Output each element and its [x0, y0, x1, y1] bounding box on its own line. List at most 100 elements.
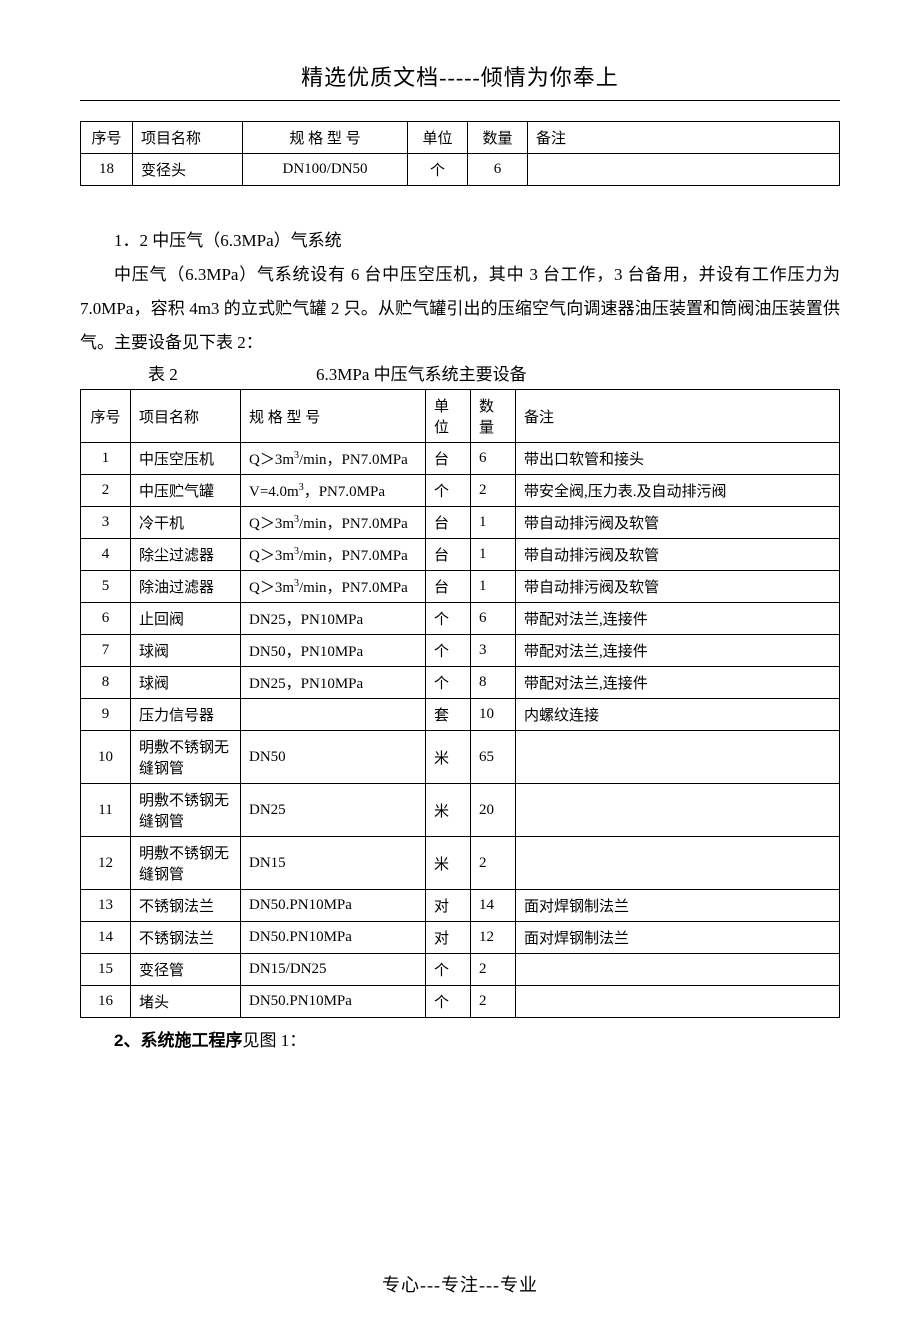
cell-seq: 13: [81, 890, 131, 922]
cell-note: [528, 154, 840, 186]
cell-unit: 个: [426, 603, 471, 635]
cell-name: 球阀: [131, 667, 241, 699]
cell-qty: 2: [471, 954, 516, 986]
cell-spec: DN25，PN10MPa: [241, 603, 426, 635]
table-header-note: 备注: [516, 390, 840, 443]
cell-qty: 1: [471, 571, 516, 603]
table-row: 16堵头DN50.PN10MPa个2: [81, 986, 840, 1018]
cell-name: 不锈钢法兰: [131, 890, 241, 922]
cell-note: 带自动排污阀及软管: [516, 507, 840, 539]
cell-unit: 对: [426, 922, 471, 954]
cell-unit: 个: [426, 475, 471, 507]
cell-unit: 对: [426, 890, 471, 922]
table-2: 序号 项目名称 规 格 型 号 单位 数量 备注 1中压空压机Q＞3m3/min…: [80, 389, 840, 1018]
cell-spec: Q＞3m3/min，PN7.0MPa: [241, 507, 426, 539]
cell-unit: 米: [426, 731, 471, 784]
page-header-title: 精选优质文档-----倾情为你奉上: [80, 60, 840, 92]
cell-name: 不锈钢法兰: [131, 922, 241, 954]
cell-spec: Q＞3m3/min，PN7.0MPa: [241, 443, 426, 475]
cell-qty: 6: [471, 603, 516, 635]
cell-qty: 6: [471, 443, 516, 475]
cell-unit: 米: [426, 837, 471, 890]
cell-name: 中压空压机: [131, 443, 241, 475]
cell-note: [516, 954, 840, 986]
cell-name: 球阀: [131, 635, 241, 667]
table-2-label: 表 2: [114, 360, 178, 385]
table-header-qty: 数量: [471, 390, 516, 443]
cell-name: 明敷不锈钢无缝钢管: [131, 731, 241, 784]
cell-qty: 14: [471, 890, 516, 922]
cell-seq: 16: [81, 986, 131, 1018]
table-row: 6止回阀DN25，PN10MPa个6带配对法兰,连接件: [81, 603, 840, 635]
cell-note: [516, 731, 840, 784]
table-header-note: 备注: [528, 122, 840, 154]
cell-spec: DN50.PN10MPa: [241, 986, 426, 1018]
cell-seq: 5: [81, 571, 131, 603]
table-row: 8球阀DN25，PN10MPa个8带配对法兰,连接件: [81, 667, 840, 699]
cell-seq: 15: [81, 954, 131, 986]
cell-spec: DN50.PN10MPa: [241, 922, 426, 954]
cell-unit: 台: [426, 507, 471, 539]
cell-seq: 12: [81, 837, 131, 890]
table-header-name: 项目名称: [133, 122, 243, 154]
cell-qty: 3: [471, 635, 516, 667]
table-row: 7球阀DN50，PN10MPa个3带配对法兰,连接件: [81, 635, 840, 667]
cell-note: 带出口软管和接头: [516, 443, 840, 475]
table-row: 2中压贮气罐V=4.0m3，PN7.0MPa个2带安全阀,压力表.及自动排污阀: [81, 475, 840, 507]
cell-note: 面对焊钢制法兰: [516, 890, 840, 922]
cell-seq: 8: [81, 667, 131, 699]
table-header-seq: 序号: [81, 122, 133, 154]
cell-seq: 2: [81, 475, 131, 507]
document-page: 精选优质文档-----倾情为你奉上 序号 项目名称 规 格 型 号 单位 数量 …: [0, 0, 920, 1337]
cell-spec: DN50: [241, 731, 426, 784]
cell-seq: 9: [81, 699, 131, 731]
table-row: 1中压空压机Q＞3m3/min，PN7.0MPa台6带出口软管和接头: [81, 443, 840, 475]
cell-qty: 2: [471, 986, 516, 1018]
table-row: 序号 项目名称 规 格 型 号 单位 数量 备注: [81, 122, 840, 154]
cell-name: 变径头: [133, 154, 243, 186]
cell-note: [516, 837, 840, 890]
table-header-name: 项目名称: [131, 390, 241, 443]
table-row: 11明敷不锈钢无缝钢管DN25米20: [81, 784, 840, 837]
table-row: 13不锈钢法兰DN50.PN10MPa对14面对焊钢制法兰: [81, 890, 840, 922]
cell-note: 带自动排污阀及软管: [516, 539, 840, 571]
cell-name: 除尘过滤器: [131, 539, 241, 571]
section-2-rest: 见图 1：: [242, 1031, 306, 1050]
cell-spec: DN25: [241, 784, 426, 837]
table-row: 14不锈钢法兰DN50.PN10MPa对12面对焊钢制法兰: [81, 922, 840, 954]
cell-spec: V=4.0m3，PN7.0MPa: [241, 475, 426, 507]
cell-name: 中压贮气罐: [131, 475, 241, 507]
table-header-unit: 单位: [408, 122, 468, 154]
table-header-qty: 数量: [468, 122, 528, 154]
cell-seq: 1: [81, 443, 131, 475]
cell-note: 带安全阀,压力表.及自动排污阀: [516, 475, 840, 507]
cell-spec: DN15/DN25: [241, 954, 426, 986]
cell-qty: 1: [471, 539, 516, 571]
table-row: 5除油过滤器Q＞3m3/min，PN7.0MPa台1带自动排污阀及软管: [81, 571, 840, 603]
table-row: 序号 项目名称 规 格 型 号 单位 数量 备注: [81, 390, 840, 443]
table-header-unit: 单位: [426, 390, 471, 443]
cell-unit: 个: [426, 667, 471, 699]
cell-seq: 11: [81, 784, 131, 837]
cell-spec: Q＞3m3/min，PN7.0MPa: [241, 571, 426, 603]
cell-unit: 个: [426, 635, 471, 667]
cell-spec: DN15: [241, 837, 426, 890]
cell-unit: 个: [426, 986, 471, 1018]
header-divider: [80, 100, 840, 101]
cell-qty: 12: [471, 922, 516, 954]
cell-seq: 14: [81, 922, 131, 954]
table-row: 15变径管DN15/DN25个2: [81, 954, 840, 986]
table-row: 4除尘过滤器Q＞3m3/min，PN7.0MPa台1带自动排污阀及软管: [81, 539, 840, 571]
cell-name: 变径管: [131, 954, 241, 986]
table-row: 3冷干机Q＞3m3/min，PN7.0MPa台1带自动排污阀及软管: [81, 507, 840, 539]
cell-spec: DN50，PN10MPa: [241, 635, 426, 667]
cell-qty: 2: [471, 837, 516, 890]
cell-qty: 1: [471, 507, 516, 539]
cell-unit: 台: [426, 443, 471, 475]
cell-name: 冷干机: [131, 507, 241, 539]
cell-qty: 6: [468, 154, 528, 186]
cell-name: 压力信号器: [131, 699, 241, 731]
cell-name: 除油过滤器: [131, 571, 241, 603]
cell-spec: [241, 699, 426, 731]
cell-seq: 7: [81, 635, 131, 667]
